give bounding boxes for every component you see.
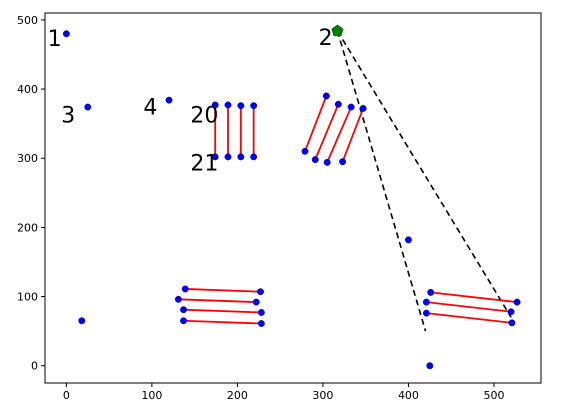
segment-line xyxy=(314,103,340,160)
data-point xyxy=(422,298,430,306)
axis-ticks: 0 100 200 300 400 500 0 100 200 300 400 500 xyxy=(17,14,504,402)
x-tick-label: 400 xyxy=(398,389,419,402)
data-point xyxy=(347,103,355,111)
segment-line xyxy=(183,308,262,314)
data-point xyxy=(257,309,265,316)
x-tick-label: 0 xyxy=(63,389,70,402)
point-label: 21 xyxy=(190,152,218,177)
segment-line xyxy=(185,288,261,293)
data-point xyxy=(224,153,232,161)
point-label: 4 xyxy=(143,96,157,121)
pentagon-marker xyxy=(331,24,344,37)
data-point xyxy=(237,153,245,161)
data-point xyxy=(323,158,331,166)
point-label: 1 xyxy=(48,27,62,52)
segment-line xyxy=(326,106,352,163)
segment-line xyxy=(341,108,364,163)
data-point xyxy=(311,156,319,164)
data-point xyxy=(404,236,412,244)
highlight-marker-layer xyxy=(331,24,344,37)
data-point xyxy=(78,317,86,325)
data-point xyxy=(334,100,342,108)
point-label: 2 xyxy=(319,26,333,51)
y-tick-label: 200 xyxy=(17,221,38,234)
data-point xyxy=(224,101,232,109)
data-point xyxy=(257,320,265,327)
data-point xyxy=(237,102,245,110)
x-tick-label: 500 xyxy=(483,389,504,402)
data-point xyxy=(507,308,515,316)
dashed-line xyxy=(336,30,427,332)
data-point xyxy=(180,306,187,314)
data-point xyxy=(211,153,219,161)
data-point xyxy=(427,288,435,296)
data-point xyxy=(252,298,260,306)
dashed-lines xyxy=(336,30,512,332)
segment-line xyxy=(426,312,513,324)
data-point xyxy=(84,103,92,111)
data-point xyxy=(513,298,521,306)
y-tick-label: 500 xyxy=(17,14,38,27)
data-point xyxy=(174,295,182,303)
plot-frame xyxy=(44,12,542,384)
data-point xyxy=(508,319,516,327)
segment-line xyxy=(178,298,257,303)
data-point xyxy=(250,153,258,161)
data-point xyxy=(211,101,219,109)
data-point xyxy=(301,147,309,155)
point-labels: 1 2 3 4 20 21 xyxy=(48,26,333,177)
data-point xyxy=(339,158,347,166)
x-tick-label: 200 xyxy=(227,389,248,402)
data-point xyxy=(422,309,430,317)
point-label: 3 xyxy=(61,103,75,128)
segment-line xyxy=(430,291,518,303)
data-point xyxy=(165,96,173,104)
data-point xyxy=(257,288,264,296)
data-point xyxy=(322,92,330,100)
y-tick-label: 300 xyxy=(17,152,38,165)
dashed-line xyxy=(336,30,512,318)
data-points xyxy=(62,30,521,370)
data-point xyxy=(62,30,70,38)
data-point xyxy=(181,285,189,293)
data-point xyxy=(250,102,258,110)
segment-line xyxy=(426,301,512,313)
segment-line xyxy=(304,95,328,152)
y-tick-label: 0 xyxy=(31,360,38,373)
y-tick-label: 400 xyxy=(17,83,38,96)
point-label: 20 xyxy=(190,103,218,128)
data-point xyxy=(426,362,434,370)
segment-lines xyxy=(178,95,518,325)
x-tick-label: 100 xyxy=(141,389,162,402)
segment-line xyxy=(183,319,262,325)
data-point xyxy=(359,104,367,112)
x-tick-label: 300 xyxy=(312,389,333,402)
y-tick-label: 100 xyxy=(17,291,38,304)
data-point xyxy=(180,317,187,325)
